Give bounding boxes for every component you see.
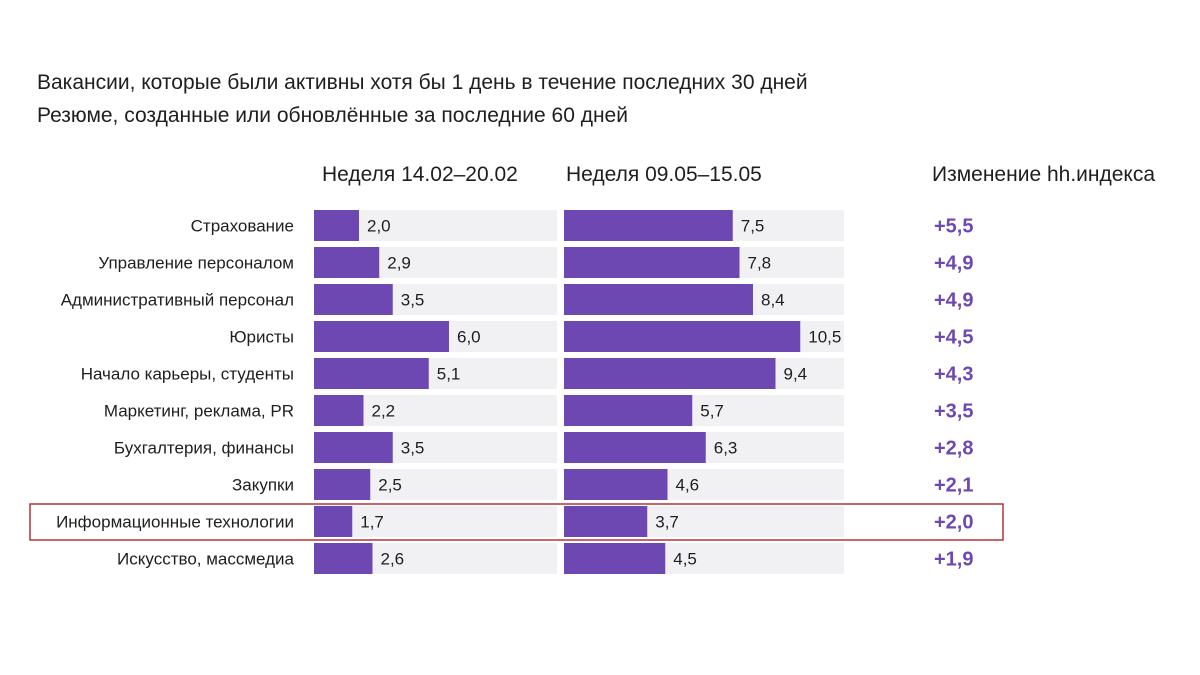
column-header-week2: Неделя 09.05–15.05	[566, 163, 762, 186]
data-label: 10,5	[808, 328, 841, 347]
category-label: Закупки	[232, 476, 294, 495]
highlight-box	[29, 503, 1004, 541]
data-label: 1,7	[360, 513, 384, 532]
bar-series2	[564, 210, 733, 241]
change-label: +1,9	[934, 549, 973, 571]
change-label: +2,8	[934, 438, 973, 460]
change-label: +2,1	[934, 475, 973, 497]
bar-series1	[314, 210, 359, 241]
data-label: 6,3	[714, 439, 738, 458]
bar-series1	[314, 432, 393, 463]
data-label: 6,0	[457, 328, 481, 347]
category-label: Информационные технологии	[56, 513, 294, 532]
data-label: 7,8	[748, 254, 772, 273]
change-label: +4,5	[934, 327, 973, 349]
data-label: 4,5	[673, 550, 697, 569]
category-label: Юристы	[229, 328, 294, 347]
bar-series2	[564, 284, 753, 315]
bar-series2	[564, 321, 801, 352]
category-label: Искусство, массмедиа	[117, 550, 295, 569]
bar-series2	[564, 247, 740, 278]
bar-series1	[314, 321, 449, 352]
change-label: +4,9	[934, 290, 973, 312]
change-label: +4,9	[934, 253, 973, 275]
bar-series2	[564, 432, 706, 463]
chart-subtitle-resumes: Резюме, созданные или обновлённые за пос…	[37, 104, 628, 127]
bar-series1	[314, 469, 371, 500]
category-label: Страхование	[191, 217, 294, 236]
data-label: 2,2	[372, 402, 396, 421]
data-label: 2,6	[381, 550, 405, 569]
category-label: Управление персоналом	[98, 254, 294, 273]
bar-series1	[314, 247, 380, 278]
bar-series2	[564, 506, 648, 537]
category-label: Маркетинг, реклама, PR	[104, 402, 294, 421]
data-label: 2,9	[387, 254, 411, 273]
bar-series2	[564, 543, 666, 574]
change-label: +3,5	[934, 401, 973, 423]
bar-series2	[564, 358, 776, 389]
data-label: 3,5	[401, 291, 425, 310]
data-label: 3,7	[655, 513, 679, 532]
data-label: 2,0	[367, 217, 391, 236]
change-label: +5,5	[934, 216, 973, 238]
data-label: 3,5	[401, 439, 425, 458]
category-label: Начало карьеры, студенты	[81, 365, 294, 384]
bar-series1	[314, 506, 353, 537]
data-label: 4,6	[676, 476, 700, 495]
data-label: 9,4	[784, 365, 808, 384]
change-label: +4,3	[934, 364, 973, 386]
bar-series2	[564, 395, 693, 426]
data-label: 5,1	[437, 365, 461, 384]
column-header-week1: Неделя 14.02–20.02	[322, 163, 518, 186]
data-label: 7,5	[741, 217, 765, 236]
bar-series1	[314, 395, 364, 426]
data-label: 5,7	[700, 402, 724, 421]
bar-series1	[314, 358, 429, 389]
category-label: Бухгалтерия, финансы	[114, 439, 294, 458]
bar-series2	[564, 469, 668, 500]
bar-series1	[314, 284, 393, 315]
category-label: Административный персонал	[61, 291, 294, 310]
change-label: +2,0	[934, 512, 973, 534]
data-label: 8,4	[761, 291, 785, 310]
bar-series1	[314, 543, 373, 574]
chart-subtitle-vacancies: Вакансии, которые были активны хотя бы 1…	[37, 71, 808, 94]
column-header-change: Изменение hh.индекса	[932, 163, 1156, 186]
data-label: 2,5	[378, 476, 402, 495]
bar-track	[314, 506, 557, 537]
